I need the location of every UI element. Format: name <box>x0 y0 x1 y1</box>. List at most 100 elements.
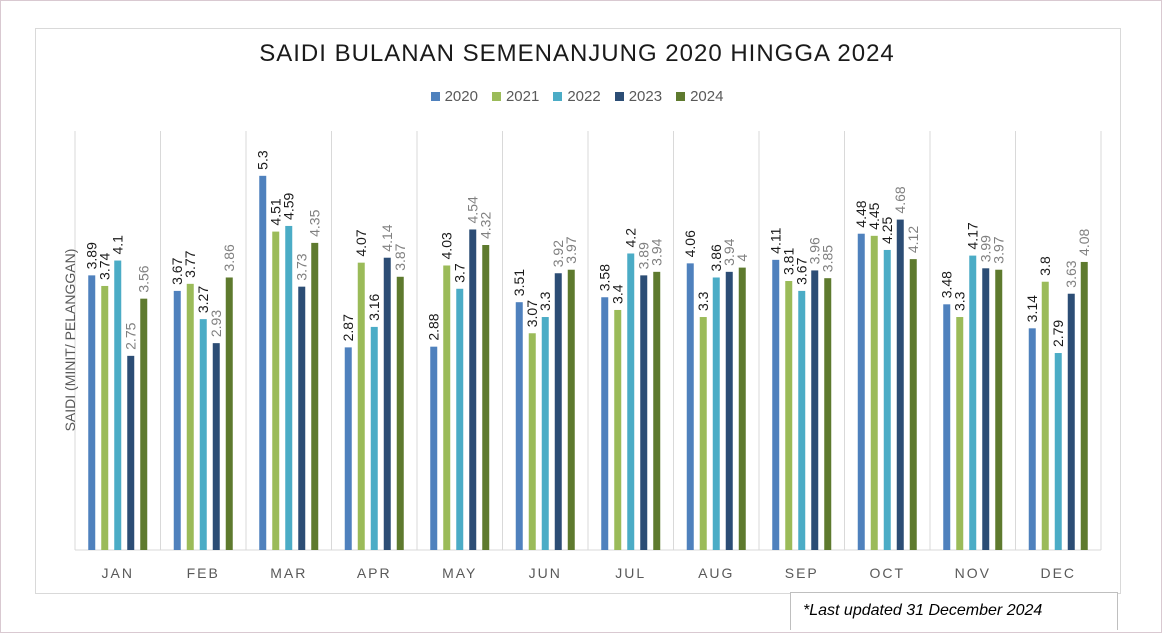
data-label: 4.11 <box>768 227 784 253</box>
bar <box>738 267 746 550</box>
data-label: 3.16 <box>366 293 382 320</box>
data-label: 2.88 <box>426 313 442 340</box>
bar <box>1041 281 1049 550</box>
x-tick-label: JUL <box>615 565 646 581</box>
data-label: 5.3 <box>255 150 271 170</box>
data-label: 3.94 <box>649 238 665 265</box>
bar <box>370 326 378 550</box>
legend-item: 2024 <box>676 88 723 105</box>
data-label: 4.68 <box>892 186 908 213</box>
data-label: 4.03 <box>439 232 455 259</box>
legend-item: 2021 <box>491 88 540 105</box>
data-label: 4.59 <box>281 192 297 219</box>
data-label: 3.73 <box>294 253 310 280</box>
x-tick-label: NOV <box>955 565 991 581</box>
bar <box>614 309 622 550</box>
data-label: 4.48 <box>853 200 869 227</box>
data-label: 3.51 <box>511 269 527 296</box>
bar <box>357 262 365 550</box>
x-tick-label: OCT <box>869 565 905 581</box>
bar <box>956 317 964 550</box>
legend-item: 2022 <box>553 88 601 105</box>
data-label: 3.94 <box>721 238 737 265</box>
bar <box>567 269 575 550</box>
data-label: 4.1 <box>110 235 126 255</box>
bar <box>811 270 819 550</box>
data-label: 3.87 <box>392 243 408 270</box>
data-label: 3.3 <box>537 291 553 311</box>
x-tick-label: DEC <box>1040 565 1076 581</box>
data-label: 3.81 <box>781 248 797 275</box>
data-label: 3.67 <box>169 257 185 284</box>
data-label: 3.86 <box>221 244 237 271</box>
data-label: 2.93 <box>208 310 224 337</box>
data-label: 2.75 <box>123 322 139 349</box>
bar <box>114 260 122 550</box>
legend-label: 2021 <box>505 88 540 105</box>
bar <box>1028 328 1036 550</box>
bar <box>857 233 865 550</box>
bar <box>225 277 233 550</box>
bar <box>943 304 951 550</box>
bar <box>259 175 267 550</box>
last-updated-note: *Last updated 31 December 2024 <box>790 592 1118 630</box>
bar <box>1080 261 1088 550</box>
bar <box>515 302 523 550</box>
legend-label: 2024 <box>690 88 724 105</box>
legend-swatch <box>491 92 501 101</box>
chart-title: SAIDI BULANAN SEMENANJUNG 2020 HINGGA 20… <box>259 40 895 67</box>
data-label: 3.07 <box>524 300 540 327</box>
legend-item: 2023 <box>614 88 663 105</box>
legend-item: 2020 <box>430 88 478 105</box>
bar <box>186 283 194 550</box>
bar <box>298 286 306 550</box>
data-label: 3.48 <box>939 271 955 298</box>
bar <box>601 297 609 550</box>
bar <box>101 285 109 550</box>
bar <box>482 245 490 550</box>
bar <box>140 298 148 550</box>
bar <box>896 219 904 551</box>
x-tick-label: MAR <box>270 565 307 581</box>
bar <box>870 235 878 550</box>
bar <box>127 355 135 550</box>
bar <box>772 259 780 550</box>
data-label: 3.74 <box>97 252 113 279</box>
bar <box>173 290 181 550</box>
legend-swatch <box>614 92 624 101</box>
data-label: 3.58 <box>597 264 613 291</box>
legend-swatch <box>553 92 563 101</box>
data-label: 4.25 <box>879 216 895 243</box>
legend-swatch <box>676 92 686 101</box>
data-label: 3.8 <box>1037 256 1053 276</box>
bar <box>982 268 990 550</box>
data-label: 3.56 <box>136 265 152 292</box>
bar <box>785 281 793 550</box>
bar <box>430 346 438 550</box>
data-label: 4.54 <box>465 196 481 223</box>
data-label: 4.12 <box>905 226 921 253</box>
data-label: 3.97 <box>563 236 579 263</box>
bar <box>88 275 96 550</box>
bar <box>528 333 536 550</box>
data-label: 3.7 <box>452 263 468 283</box>
x-tick-label: AUG <box>698 565 734 581</box>
data-label: 2.79 <box>1050 320 1066 347</box>
data-label: 3.4 <box>610 284 626 304</box>
data-label: 3.92 <box>550 240 566 267</box>
data-label: 3.97 <box>991 236 1007 263</box>
legend-swatch <box>430 92 440 101</box>
data-label: 3.63 <box>1063 260 1079 287</box>
data-label: 3.89 <box>636 242 652 269</box>
bar <box>541 317 549 550</box>
x-tick-label: JAN <box>102 565 134 581</box>
legend-label: 2023 <box>628 88 663 105</box>
bar <box>383 257 391 550</box>
data-label: 4.35 <box>307 209 323 236</box>
data-label: 4.14 <box>379 224 395 251</box>
bar <box>456 288 464 550</box>
data-label: 3.67 <box>794 257 810 284</box>
bar <box>883 249 891 550</box>
bar <box>699 317 707 550</box>
data-label: 3.96 <box>807 237 823 264</box>
